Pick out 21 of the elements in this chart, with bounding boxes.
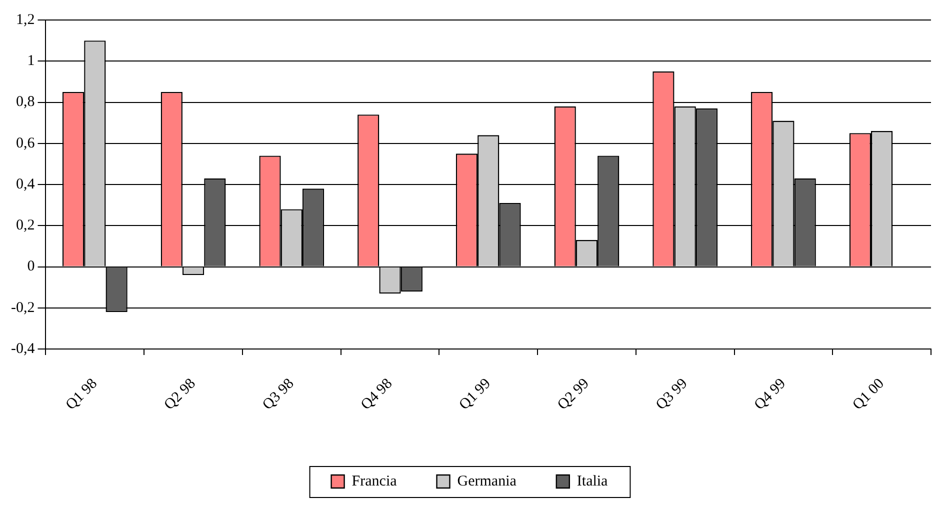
y-tick-label: -0,2 <box>10 300 35 316</box>
y-tick-label: 1,2 <box>16 12 35 28</box>
y-tick-label: 0,8 <box>16 94 35 110</box>
legend-label: Francia <box>352 473 398 490</box>
y-tick-label: 0,4 <box>16 176 36 192</box>
x-tick-label: Q1 99 <box>456 376 494 414</box>
legend-label: Italia <box>576 473 608 490</box>
x-tick-label: Q4 99 <box>752 376 790 414</box>
x-tick-label: Q2 99 <box>554 376 592 414</box>
y-tick-label: 0,2 <box>16 218 35 234</box>
x-tick-label: Q1 98 <box>62 376 101 414</box>
x-tick-label: Q3 98 <box>260 376 298 414</box>
y-tick-label: 0,6 <box>16 135 36 152</box>
x-tick-label: Q2 98 <box>161 376 199 414</box>
x-tick-label: Q4 98 <box>358 376 396 414</box>
y-tick-label: 0 <box>27 258 35 275</box>
x-tick-label: Q3 99 <box>653 376 691 414</box>
legend-label: Germania <box>457 473 517 490</box>
y-tick-label: -0,4 <box>10 340 36 357</box>
y-tick-label: 1 <box>27 53 35 70</box>
x-tick-label: Q1 00 <box>850 376 888 414</box>
